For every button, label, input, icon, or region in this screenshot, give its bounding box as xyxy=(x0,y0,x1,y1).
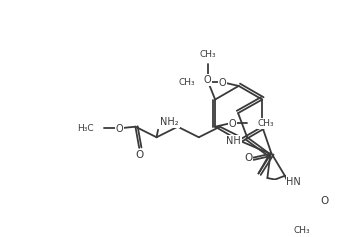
Text: O: O xyxy=(135,150,143,160)
Text: H₃C: H₃C xyxy=(77,124,94,133)
Text: NH₂: NH₂ xyxy=(160,117,179,127)
Text: O: O xyxy=(229,119,236,129)
Text: CH₃: CH₃ xyxy=(199,50,216,59)
Text: O: O xyxy=(320,196,328,206)
Text: O: O xyxy=(245,153,253,163)
Text: O: O xyxy=(116,124,123,134)
Text: O: O xyxy=(204,75,211,85)
Text: CH₃: CH₃ xyxy=(257,119,274,128)
Text: CH₃: CH₃ xyxy=(293,226,310,235)
Text: CH₃: CH₃ xyxy=(178,78,195,87)
Text: NH: NH xyxy=(226,136,241,146)
Text: O: O xyxy=(218,78,226,88)
Text: HN: HN xyxy=(286,177,301,187)
